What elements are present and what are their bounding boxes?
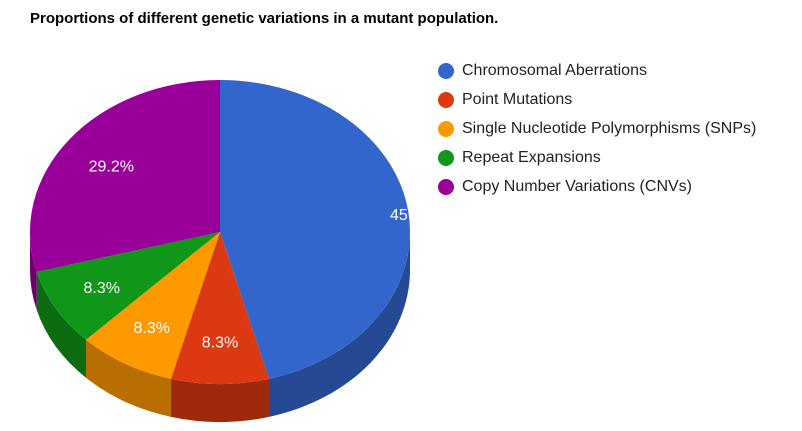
legend-item-single-nucleotide-polymorphisms-snps[interactable]: Single Nucleotide Polymorphisms (SNPs) xyxy=(438,114,756,143)
legend-label: Single Nucleotide Polymorphisms (SNPs) xyxy=(462,119,757,137)
chart-legend: Chromosomal Aberrations Point Mutations Si… xyxy=(438,56,756,201)
pie-slice-chromosomal-aberrations[interactable] xyxy=(220,80,411,379)
legend-label: Repeat Expansions xyxy=(462,148,601,166)
pie-slice-copy-number-variations-cnvs[interactable] xyxy=(29,80,221,272)
pie-side-walls xyxy=(30,232,410,422)
slice-label-repeat-expansions: 8.3% xyxy=(84,280,120,297)
slice-label-copy-number-variations-cnvs: 29.2% xyxy=(89,159,134,176)
legend-item-repeat-expansions[interactable]: Repeat Expansions xyxy=(438,143,756,172)
chart-title: Proportions of different genetic variati… xyxy=(30,10,499,27)
pie-slices xyxy=(29,80,411,385)
pie-slice-point-mutations[interactable] xyxy=(170,232,270,385)
legend-swatch xyxy=(438,149,454,166)
legend-swatch xyxy=(438,62,454,79)
legend-label: Chromosomal Aberrations xyxy=(462,61,647,79)
slice-label-single-nucleotide-polymorphisms-snps: 8.3% xyxy=(134,320,170,337)
pie-side-point-mutations xyxy=(170,378,270,422)
pie-side-chromosomal-aberrations xyxy=(269,232,410,417)
pie-side-single-nucleotide-polymorphisms-snps xyxy=(85,339,171,417)
pie-side-repeat-expansions xyxy=(36,271,86,378)
legend-swatch xyxy=(438,178,454,195)
pie-slice-single-nucleotide-polymorphisms-snps[interactable] xyxy=(85,232,221,379)
legend-item-chromosomal-aberrations[interactable]: Chromosomal Aberrations xyxy=(438,56,756,85)
legend-swatch xyxy=(438,120,454,137)
legend-item-point-mutations[interactable]: Point Mutations xyxy=(438,85,756,114)
legend-label: Point Mutations xyxy=(462,90,573,108)
pie-slice-labels: 45 8.3% 8.3% 8.3% 29.2% xyxy=(84,159,408,352)
legend-swatch xyxy=(438,91,454,108)
pie-side-copy-number-variations-cnvs xyxy=(30,232,37,310)
slice-label-point-mutations: 8.3% xyxy=(202,334,238,351)
slice-label-chromosomal-aberrations: 45 xyxy=(390,207,408,224)
pie-slice-repeat-expansions[interactable] xyxy=(36,232,220,340)
legend-label: Copy Number Variations (CNVs) xyxy=(462,177,692,195)
legend-item-copy-number-variations-cnvs[interactable]: Copy Number Variations (CNVs) xyxy=(438,172,756,201)
